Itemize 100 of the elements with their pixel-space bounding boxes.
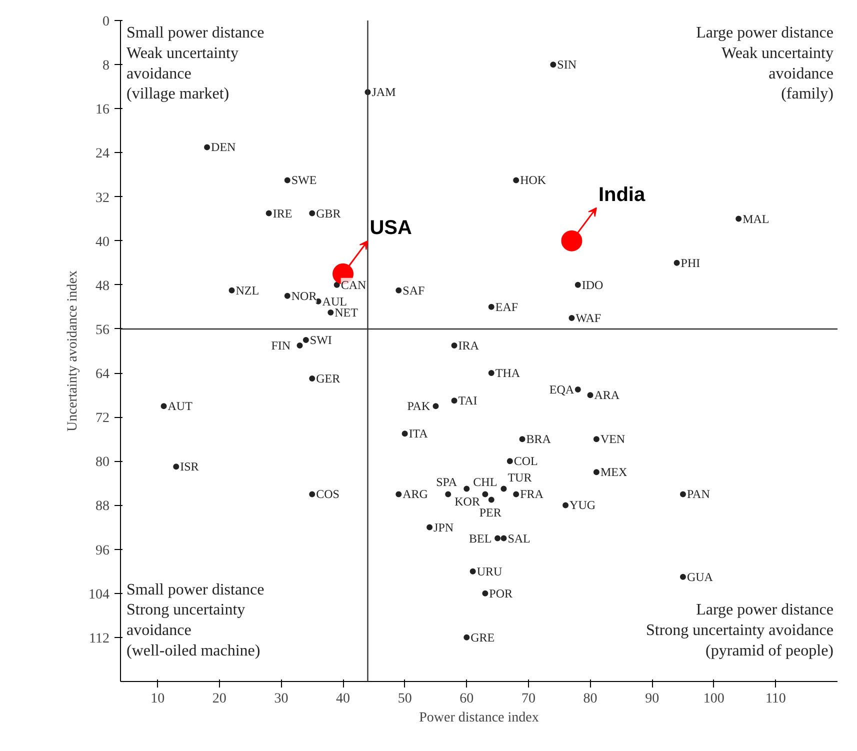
data-label: SPA [436,475,458,490]
point [561,230,582,252]
annotation: Large power distance Strong uncertainty avoidance (pyramid of people) [646,602,834,660]
y-tick-label: 32 [96,190,110,206]
point [513,177,520,184]
data-label: AUT [168,399,194,414]
y-tick-label: 96 [96,543,110,558]
data-label: IRE [272,206,292,220]
y-tick-label: 8 [102,58,110,74]
x-tick-label: 90 [645,692,660,706]
y-tick-label: 48 [96,278,110,294]
data-label: CAN [340,278,367,292]
point [488,496,494,503]
point [296,342,303,348]
data-label: NZL [236,283,260,298]
y-tick-label: 88 [96,499,110,514]
data-label: VEN [600,432,626,446]
data-label: COL [514,454,538,468]
data-label: PER [479,506,502,520]
point [550,62,556,68]
point [432,403,439,410]
data-label: TUR [508,470,532,485]
y-tick-label: 56 [96,322,110,338]
point [309,376,316,382]
x-tick-label: 60 [460,692,474,706]
point [488,370,494,376]
point [396,491,402,498]
x-tick-label: 20 [212,692,226,706]
point [482,491,488,498]
data-label: IDO [582,278,604,292]
point [396,287,402,294]
data-label: GBR [316,206,341,220]
point [488,304,494,310]
data-label: BRA [526,432,552,446]
data-label: MAL [742,212,770,226]
point [513,491,520,498]
data-label: NOR [291,288,317,303]
data-label: PAN [686,487,710,502]
data-label: EQA [549,382,574,397]
point [445,491,452,498]
data-label: GUA [686,570,714,584]
point [426,524,433,530]
point [500,486,507,492]
data-label: COS [316,487,340,502]
x-tick-label: 50 [398,692,412,706]
annotation: Small power distance Strong uncertainty avoidance (well-oiled machine) [126,581,264,660]
y-tick-label: 24 [96,146,110,162]
data-label: ITA [408,426,428,441]
data-label: HOK [520,173,546,188]
point [494,535,501,542]
point [680,574,686,580]
point [562,502,569,508]
point [309,491,316,498]
x-tick-label: 110 [765,692,786,706]
y-tick-label: 112 [89,631,110,646]
point [482,590,488,596]
point [266,210,272,216]
data-label: NET [334,305,359,320]
point [173,464,180,470]
point [470,568,476,574]
point [284,292,290,299]
point [680,491,686,498]
y-tick-label: 16 [96,102,110,118]
point [593,436,600,442]
data-label: PAK [407,399,430,414]
data-label: URU [476,564,502,578]
point [574,386,581,393]
data-label: ARA [594,388,620,402]
point [593,469,600,476]
data-label: EAF [495,300,518,314]
point [736,216,742,222]
data-label: GRE [470,630,495,644]
point [451,342,458,348]
data-label: ARG [402,487,428,502]
series-label: India [598,184,646,206]
x-tick-label: 10 [150,692,165,706]
y-axis-title: Uncertainty avoidance index [66,270,80,432]
data-label: SWE [291,173,317,188]
x-tick-label: 100 [703,692,724,706]
point [160,403,167,410]
data-label: DEN [211,140,236,154]
point [334,282,340,288]
y-tick-label: 72 [96,411,110,426]
data-label: THA [495,366,520,380]
data-label: KOR [454,494,480,509]
data-label: YUG [570,498,596,512]
point [464,486,470,492]
data-label: SAF [402,283,425,298]
point [574,282,581,288]
point [587,392,594,398]
data-label: IRA [458,338,480,352]
point [500,535,507,542]
point [568,314,575,321]
data-label: ISR [180,460,199,474]
annotation: Large power distance Weak uncertainty avoidance (family) [696,24,834,103]
data-label: MEX [600,465,628,480]
x-tick-label: 80 [583,692,598,706]
data-label: SWI [310,332,332,347]
point [674,260,680,266]
data-label: JAM [372,85,396,100]
